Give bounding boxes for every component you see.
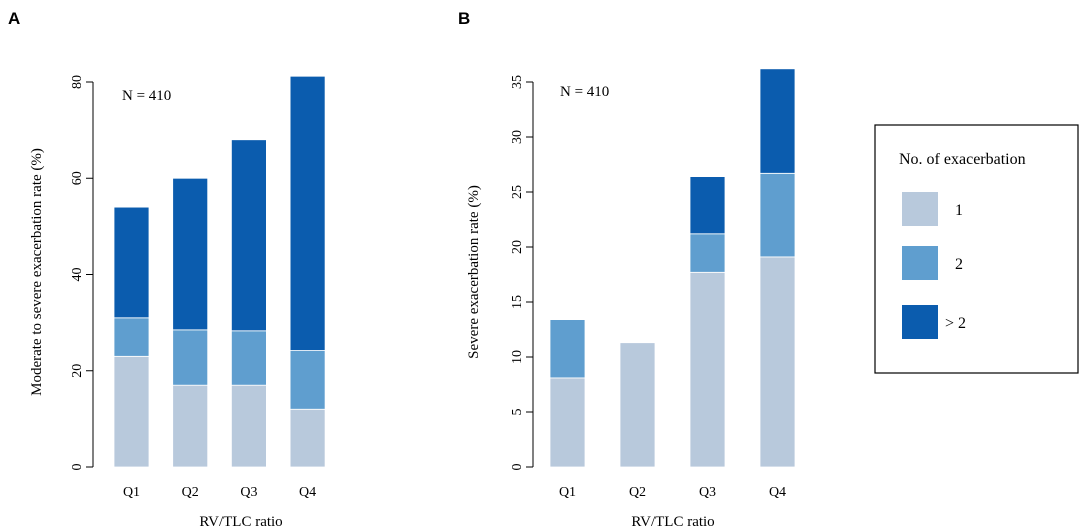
legend-swatch-1: [902, 192, 938, 226]
panel-b-x-tick-label: Q4: [769, 485, 786, 500]
panel-a-bar-q2-one: [172, 384, 209, 468]
panel-a-bar-q2-more: [172, 177, 209, 331]
panel-a-bar-q4-one: [289, 408, 326, 468]
panel-a-sample-size: N = 410: [122, 88, 171, 104]
panel-a-bar-q3-more: [230, 139, 267, 332]
panel-a-bar-q4-more: [289, 75, 326, 351]
panel-b-bar-q3-two: [689, 233, 726, 273]
panel-b-y-tick-label: 10: [510, 350, 525, 364]
panel-a-y-tick-label: 0: [70, 464, 85, 471]
panel-a-x-tick-label: Q4: [299, 485, 316, 500]
panel-b-y-tick-label: 20: [510, 240, 525, 254]
panel-a-bar-q3-one: [230, 384, 267, 468]
panel-a-x-axis-label: RV/TLC ratio: [199, 514, 282, 529]
panel-a-y-tick-label: 20: [70, 364, 85, 378]
panel-b-bar-q4-two: [759, 172, 796, 258]
legend-swatch-more-than-2: [902, 305, 938, 339]
panel-b-y-tick-label: 25: [510, 185, 525, 199]
panel-a-label: A: [8, 9, 20, 28]
panel-a-x-tick-label: Q1: [123, 485, 140, 500]
panel-b-label: B: [458, 9, 470, 28]
panel-b-x-tick-label: Q3: [699, 485, 716, 500]
legend-swatch-2: [902, 246, 938, 280]
panel-b-bar-q4-one: [759, 256, 796, 468]
panel-b: B 0 5 10 15 20 25 30 35 Q1 Q2 Q3 Q4 N = 410 RV/TLC …: [458, 9, 796, 529]
panel-a-bar-q3-two: [230, 330, 267, 386]
panel-b-bar-q4-more: [759, 68, 796, 174]
panel-b-y-tick-label: 30: [510, 130, 525, 144]
panel-a-bar-q4-two: [289, 350, 326, 410]
legend-label-2: 2: [955, 256, 963, 273]
panel-a-y-tick-label: 40: [70, 268, 85, 282]
panel-a-x-tick-label: Q2: [182, 485, 199, 500]
panel-b-bar-q3-more: [689, 176, 726, 235]
panel-a: A 0 20 40 60 80 Q1 Q2 Q3 Q4 N = 410 RV/TLC ratio…: [8, 9, 326, 529]
legend-title: No. of exacerbation: [899, 151, 1026, 168]
legend-label-more-than-2: > 2: [945, 315, 966, 332]
panel-a-plot: 0 20 40 60 80 Q1 Q2 Q3 Q4: [70, 75, 326, 500]
panel-a-y-tick-label: 80: [70, 75, 85, 89]
panel-b-y-tick-label: 15: [510, 295, 525, 309]
panel-b-y-tick-label: 0: [510, 464, 525, 471]
panel-b-bar-q2-one: [619, 342, 656, 468]
panel-a-bar-q1-one: [113, 355, 150, 468]
panel-b-plot: 0 5 10 15 20 25 30 35 Q1 Q2 Q3 Q4: [510, 68, 796, 500]
panel-a-bar-q2-two: [172, 329, 209, 386]
panel-b-y-axis-label: Severe exacerbation rate (%): [466, 185, 482, 359]
panel-a-bar-q1-more: [113, 206, 150, 319]
panel-b-x-tick-label: Q1: [559, 485, 576, 500]
panel-b-bar-q1-two: [549, 319, 586, 379]
panel-b-x-axis-label: RV/TLC ratio: [631, 514, 714, 529]
panel-b-bar-q3-one: [689, 271, 726, 468]
panel-b-y-tick-label: 5: [510, 409, 525, 416]
panel-b-x-tick-label: Q2: [629, 485, 646, 500]
panel-a-x-tick-label: Q3: [240, 485, 257, 500]
panel-a-y-axis-label: Moderate to severe exacerbation rate (%): [29, 148, 45, 396]
panel-a-bar-q1-two: [113, 317, 150, 357]
panel-b-bar-q1-one: [549, 377, 586, 468]
panel-b-y-tick-label: 35: [510, 75, 525, 89]
legend: No. of exacerbation 1 2 > 2: [874, 124, 1079, 374]
legend-label-1: 1: [955, 202, 963, 219]
panel-b-sample-size: N = 410: [560, 84, 609, 100]
panel-a-y-tick-label: 60: [70, 171, 85, 185]
